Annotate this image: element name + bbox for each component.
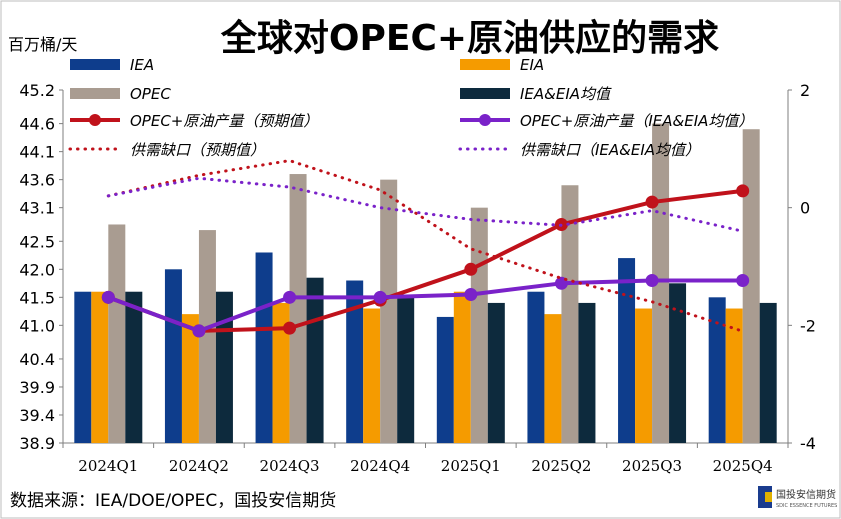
marker-prod-avg bbox=[283, 290, 297, 304]
x-tick-label: 2024Q3 bbox=[260, 457, 320, 475]
left-tick-label: 41.0 bbox=[19, 316, 55, 335]
bar-eia bbox=[544, 314, 562, 443]
x-tick-label: 2024Q1 bbox=[78, 457, 138, 475]
x-tick-label: 2025Q1 bbox=[441, 457, 501, 475]
logo-mark-accent-icon bbox=[765, 492, 772, 502]
bar-iea bbox=[164, 269, 182, 443]
left-tick-label: 43.6 bbox=[19, 171, 55, 190]
bar-avg bbox=[125, 291, 143, 443]
legend-avg-label: IEA&EIA均值 bbox=[520, 85, 612, 103]
right-tick-label: 2 bbox=[800, 81, 810, 100]
bar-avg bbox=[669, 283, 687, 443]
left-tick-label: 42.5 bbox=[19, 232, 55, 251]
right-tick-label: 0 bbox=[800, 199, 810, 218]
bar-iea bbox=[708, 297, 726, 443]
marker-prod-avg bbox=[464, 288, 478, 302]
bar-eia bbox=[91, 291, 109, 443]
bar-opec bbox=[289, 174, 307, 444]
source-note: 数据来源：IEA/DOE/OPEC，国投安信期货 bbox=[10, 491, 336, 511]
bar-avg bbox=[397, 294, 415, 443]
bar-eia bbox=[725, 308, 743, 443]
bar-opec bbox=[108, 224, 126, 443]
left-tick-label: 42.0 bbox=[19, 260, 55, 279]
bar-avg bbox=[215, 291, 233, 443]
left-tick-label: 39.4 bbox=[19, 406, 55, 425]
logo-subtitle: SDIC ESSENCE FUTURES bbox=[776, 503, 837, 509]
bar-eia bbox=[181, 314, 199, 443]
marker-prod-avg bbox=[645, 274, 659, 288]
left-tick-label: 44.6 bbox=[19, 115, 55, 134]
left-tick-label: 41.5 bbox=[19, 288, 55, 307]
bar-opec bbox=[198, 230, 216, 443]
line-gap-forecast bbox=[106, 159, 745, 333]
line-gap-avg bbox=[106, 176, 745, 233]
brand-logo: 国投安信期货 SDIC ESSENCE FUTURES bbox=[758, 486, 837, 509]
marker-prod-avg bbox=[736, 274, 750, 288]
legend-opec-label: OPEC bbox=[130, 85, 171, 103]
legend: IEA EIA OPEC IEA&EIA均值 OPEC+原油产量（预期值） OPEC+原油… bbox=[68, 56, 753, 159]
legend-eia-label: EIA bbox=[520, 56, 544, 74]
bar-iea bbox=[618, 258, 636, 443]
bar-opec bbox=[561, 185, 579, 443]
legend-prod-avg-marker bbox=[479, 114, 491, 126]
marker-prod-forecast bbox=[645, 195, 659, 209]
legend-gap-avg-label: 供需缺口（IEA&EIA均值） bbox=[520, 141, 700, 159]
marker-prod-avg bbox=[101, 290, 115, 304]
bar-eia bbox=[363, 308, 381, 443]
left-tick-label: 39.9 bbox=[19, 378, 55, 397]
bar-avg bbox=[759, 302, 777, 443]
legend-prod-forecast-label: OPEC+原油产量（预期值） bbox=[130, 112, 318, 130]
bar-iea bbox=[74, 291, 92, 443]
bar-eia bbox=[453, 291, 471, 443]
bar-eia bbox=[272, 302, 290, 443]
bar-opec bbox=[380, 179, 398, 443]
bar-avg bbox=[306, 277, 324, 443]
bar-iea bbox=[346, 280, 364, 443]
left-tick-label: 38.9 bbox=[19, 434, 55, 453]
left-tick-label: 43.1 bbox=[19, 199, 55, 218]
x-tick-label: 2025Q3 bbox=[622, 457, 682, 475]
x-tick-label: 2025Q4 bbox=[713, 457, 773, 475]
bar-iea bbox=[255, 252, 273, 443]
x-tick-label: 2025Q2 bbox=[531, 457, 591, 475]
legend-iea-swatch bbox=[70, 59, 120, 70]
bar-avg bbox=[487, 302, 505, 443]
left-tick-label: 40.4 bbox=[19, 350, 55, 369]
bar-opec bbox=[742, 129, 760, 443]
bar-avg bbox=[578, 302, 596, 443]
bar-iea bbox=[527, 291, 545, 443]
marker-prod-forecast bbox=[283, 321, 297, 335]
marker-prod-forecast bbox=[736, 184, 750, 198]
right-tick-label: -2 bbox=[800, 316, 816, 335]
legend-iea-label: IEA bbox=[130, 56, 154, 74]
bar-opec bbox=[470, 207, 488, 443]
legend-avg-swatch bbox=[460, 88, 510, 99]
legend-prod-forecast-marker bbox=[89, 114, 101, 126]
marker-prod-avg bbox=[192, 324, 206, 338]
legend-gap-forecast-label: 供需缺口（预期值） bbox=[130, 141, 265, 159]
plot-area: 45.2 44.6 44.1 43.6 43.1 42.5 42.0 41.5 41.0 40.4… bbox=[19, 81, 816, 475]
x-tick-label: 2024Q4 bbox=[350, 457, 410, 475]
chart-title: 全球对OPEC+原油供应的需求 bbox=[220, 17, 719, 59]
bar-eia bbox=[635, 308, 653, 443]
left-tick-label: 45.2 bbox=[19, 81, 55, 100]
x-tick-label: 2024Q2 bbox=[169, 457, 229, 475]
legend-prod-avg-label: OPEC+原油产量（IEA&EIA均值） bbox=[520, 112, 753, 130]
line-prod-forecast bbox=[106, 188, 745, 333]
logo-name: 国投安信期货 bbox=[776, 488, 836, 501]
right-tick-label: -4 bbox=[800, 434, 816, 453]
marker-prod-forecast bbox=[464, 262, 478, 276]
legend-opec-swatch bbox=[70, 88, 120, 99]
legend-eia-swatch bbox=[460, 59, 510, 70]
left-tick-label: 44.1 bbox=[19, 143, 55, 162]
line-prod-avg bbox=[106, 278, 745, 333]
marker-prod-avg bbox=[373, 290, 387, 304]
y-axis-unit: 百万桶/天 bbox=[8, 35, 77, 54]
bar-iea bbox=[436, 316, 454, 443]
